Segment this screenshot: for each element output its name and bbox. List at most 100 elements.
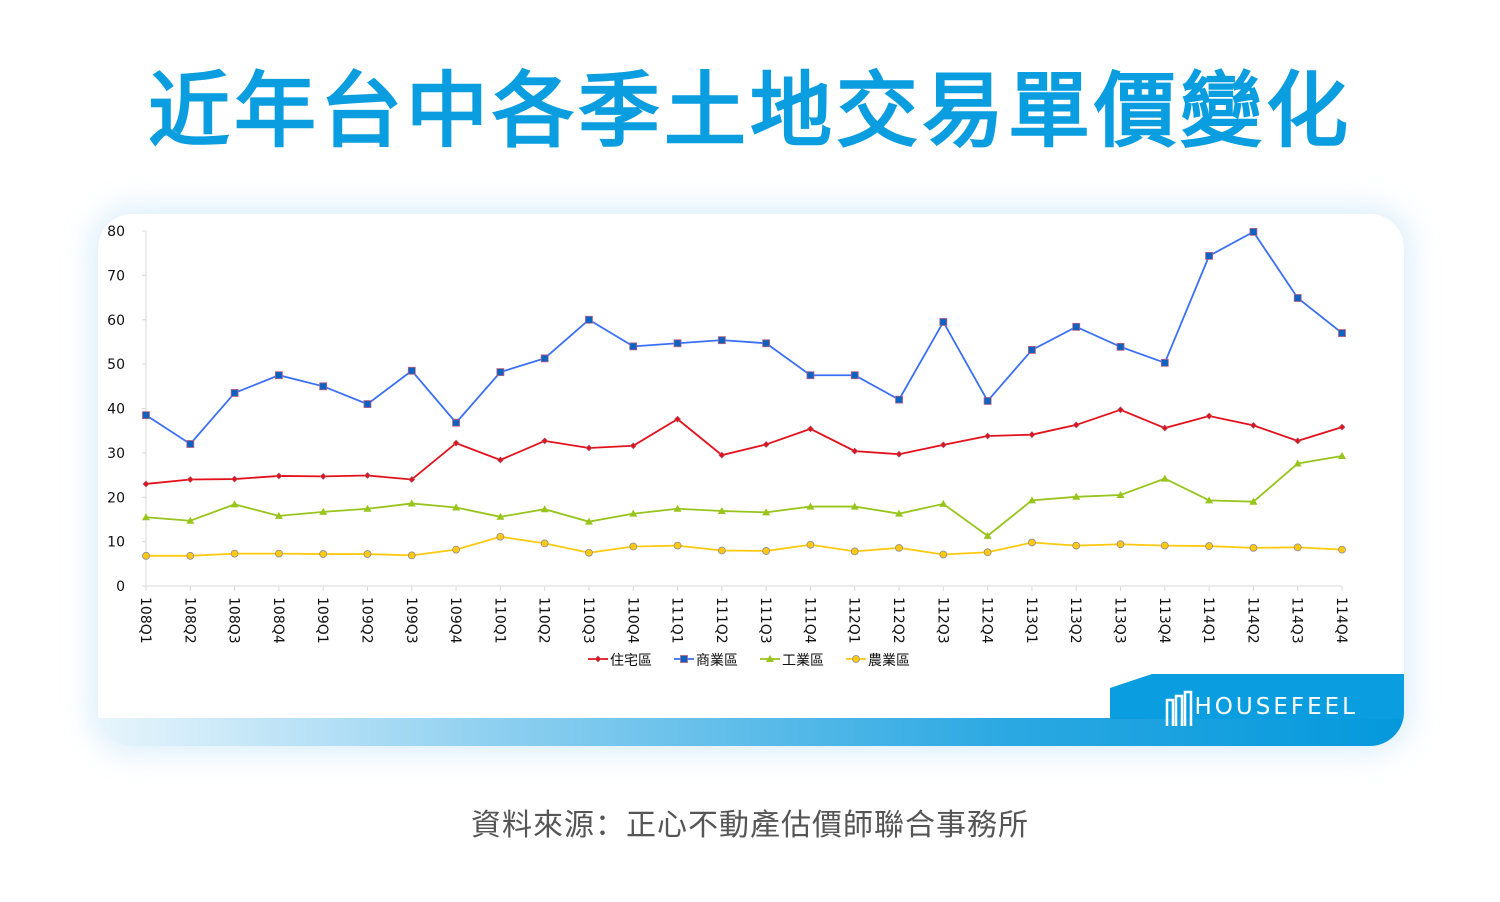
x-tick-label: 113Q2 [1067,597,1083,644]
data-point [629,542,638,551]
data-point [850,547,859,556]
data-point [1249,543,1258,552]
data-point [1294,437,1302,445]
x-tick-label: 108Q2 [181,597,197,644]
data-point [540,505,549,513]
data-point [274,511,283,519]
data-point [984,432,992,440]
data-point [1205,496,1214,504]
data-point [1293,294,1302,302]
data-point [629,342,638,351]
data-point [673,339,682,348]
x-tick-label: 111Q2 [713,597,729,644]
data-point [319,507,328,515]
x-tick-label: 112Q1 [846,597,862,644]
data-point [230,500,239,508]
x-tick-label: 113Q4 [1156,597,1172,644]
line-chart: 0 10 20 30 40 50 60 70 80 108Q1 108Q2 108Q3 108Q4 109… [107,224,1349,669]
y-tick-label: 0 [116,579,125,595]
data-point [1338,423,1346,431]
data-point [1160,541,1169,550]
data-point [585,444,593,452]
data-point [895,543,903,552]
data-point [983,548,992,557]
page-title: 近年台中各季土地交易單價變化 [147,64,1352,159]
data-point [496,512,505,520]
legend-label: 工業區 [782,653,824,669]
data-point [230,389,239,397]
data-point [275,472,283,480]
data-point [364,472,371,479]
x-tick-label: 108Q3 [226,597,242,644]
data-point [142,551,150,560]
data-point [1338,329,1346,337]
x-tick-label: 109Q1 [314,597,330,644]
data-point [584,517,593,525]
data-point [1338,451,1346,459]
data-point [674,415,681,423]
data-point [939,499,948,507]
series-line-0 [145,408,1343,485]
x-tick-label: 109Q2 [358,597,374,644]
data-point [540,539,549,548]
y-tick-label: 50 [107,357,125,373]
data-point [806,540,815,549]
data-point [1249,227,1258,236]
data-point [895,509,904,517]
data-point [541,437,549,445]
data-point [983,397,992,405]
source-note: 資料來源：正心不動產估價師聯合事務所 [471,808,1029,843]
x-tick-label: 111Q4 [801,597,817,644]
series-line-2 [145,455,1343,537]
data-point [1028,538,1036,547]
x-tick-label: 112Q3 [934,597,950,644]
legend-label: 農業區 [868,653,910,669]
data-point [983,531,992,539]
chart-card: HOUSEFEEL [98,214,1404,746]
data-point [850,371,859,380]
data-point [1249,421,1257,429]
data-point [186,440,195,448]
housefeel-logo-icon [1165,690,1193,726]
data-point [717,336,726,345]
data-point [762,547,771,555]
x-tick-label: 114Q3 [1289,597,1305,644]
housefeel-logo-text: HOUSEFEEL [1194,694,1358,720]
data-point [142,480,150,488]
data-point [186,516,195,524]
x-tick-label: 109Q3 [403,597,419,644]
data-point [1072,541,1081,550]
data-point [274,549,283,558]
data-point [1116,342,1125,351]
data-point [585,548,593,557]
data-point [673,541,682,550]
data-point [850,502,859,510]
data-point [939,441,947,449]
data-point [142,513,150,521]
data-point [1161,424,1169,432]
data-point [407,499,416,507]
data-point [1116,491,1125,499]
data-point [1338,545,1346,554]
data-point [673,504,682,512]
x-tick-label: 110Q3 [580,597,596,644]
legend-label: 商業區 [696,653,738,669]
data-point [230,549,239,558]
data-point [1072,322,1081,331]
x-tick-label: 112Q4 [979,597,995,644]
x-tick-label: 113Q1 [1023,597,1039,644]
legend-marker [594,655,602,663]
data-point [762,339,771,348]
x-tick-label: 110Q4 [624,597,640,644]
data-point [186,551,195,560]
x-tick-label: 114Q2 [1244,597,1260,644]
data-point [142,411,150,420]
data-point [319,472,327,480]
x-tick-label: 114Q4 [1333,597,1349,644]
data-point [186,476,194,483]
data-point [1205,251,1214,260]
data-point [1160,474,1169,482]
data-point [1072,421,1080,429]
x-tick-label: 111Q3 [757,597,773,644]
x-tick-label: 112Q2 [890,597,906,644]
